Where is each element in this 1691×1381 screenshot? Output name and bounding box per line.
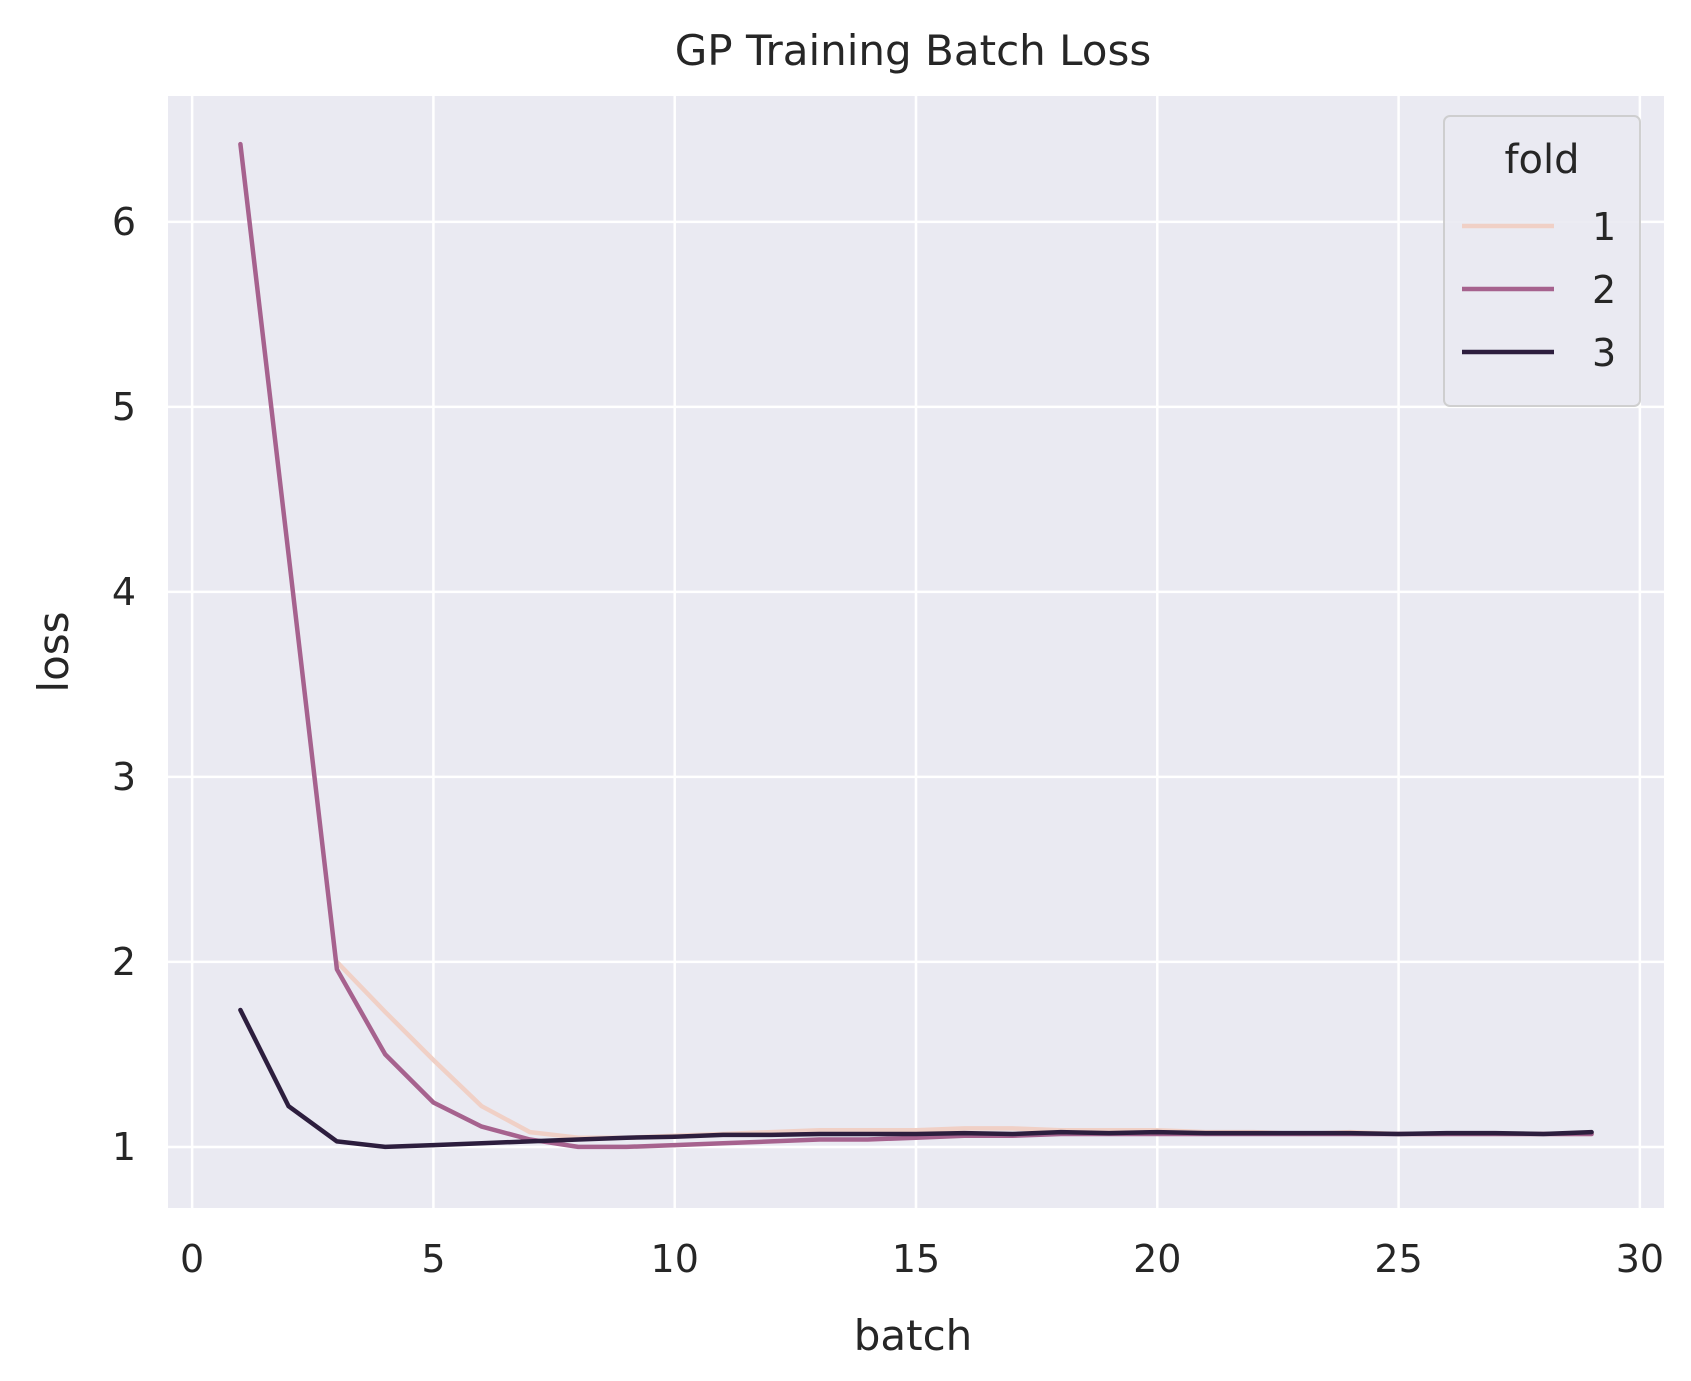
- chart-title: GP Training Batch Loss: [675, 26, 1152, 75]
- x-tick-label: 10: [651, 1237, 699, 1281]
- legend-title: fold: [1504, 137, 1579, 183]
- x-tick-label: 15: [892, 1237, 940, 1281]
- legend-box: [1443, 115, 1641, 407]
- legend-label: 3: [1592, 331, 1616, 375]
- x-tick-label: 30: [1616, 1237, 1664, 1281]
- series-line-fold-3: [238, 1007, 1594, 1150]
- legend-label: 1: [1592, 205, 1616, 249]
- x-axis-label: batch: [854, 1311, 973, 1360]
- y-tick-label: 2: [112, 940, 136, 984]
- legend: fold 1 2 3: [1443, 115, 1641, 407]
- y-tick-label: 1: [112, 1125, 136, 1169]
- x-tick-label: 25: [1374, 1237, 1422, 1281]
- x-tick-label: 5: [421, 1237, 445, 1281]
- y-tick-label: 6: [112, 200, 136, 244]
- y-tick-label: 3: [112, 755, 136, 799]
- x-tick-labels: 0 5 10 15 20 25 30: [180, 1237, 1664, 1281]
- series-lines: [238, 141, 1594, 1150]
- x-tick-label: 20: [1133, 1237, 1181, 1281]
- y-tick-labels: 1 2 3 4 5 6: [112, 200, 136, 1169]
- y-tick-label: 4: [112, 570, 136, 614]
- y-axis-label: loss: [29, 611, 78, 692]
- legend-label: 2: [1592, 268, 1616, 312]
- y-tick-label: 5: [112, 385, 136, 429]
- x-tick-label: 0: [180, 1237, 204, 1281]
